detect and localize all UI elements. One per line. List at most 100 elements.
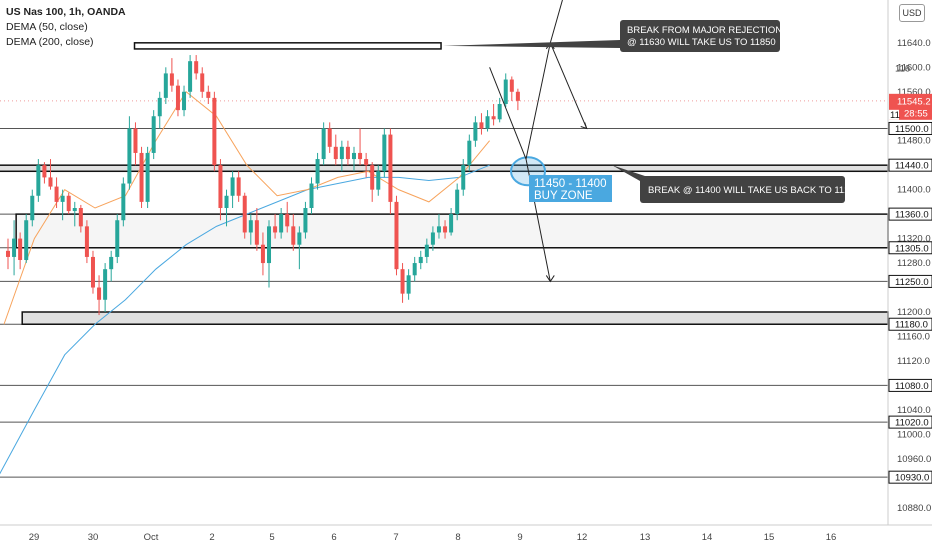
candle-body xyxy=(66,195,71,212)
candle-body xyxy=(182,91,187,111)
candle-body xyxy=(200,73,205,92)
candle-body xyxy=(436,226,441,233)
dema50-legend: DEMA (50, close) xyxy=(6,21,88,33)
candle-body xyxy=(218,165,223,208)
x-tick-label: 14 xyxy=(702,532,713,543)
candle-body xyxy=(151,116,156,153)
candle-body xyxy=(224,195,229,208)
candle-body xyxy=(315,159,320,184)
candle-body xyxy=(400,269,405,294)
candle-body xyxy=(78,208,83,227)
callout-pointer xyxy=(443,40,620,48)
candle-body xyxy=(418,256,423,264)
candle-body xyxy=(297,232,302,245)
candle-body xyxy=(497,104,502,120)
candle-body xyxy=(339,146,344,160)
callout-text: BREAK @ 11400 WILL TAKE US BACK TO 11250 xyxy=(648,185,860,196)
candle-body xyxy=(248,220,253,233)
candle-body xyxy=(345,146,350,160)
y-tick-label: 11480.0 xyxy=(897,136,931,147)
candle-body xyxy=(163,73,168,98)
x-tick-label: 2 xyxy=(209,532,214,543)
dema200-line xyxy=(0,164,490,475)
y-tick-label: 11200.0 xyxy=(897,307,931,318)
level-label-box xyxy=(888,317,932,331)
candle-body xyxy=(430,232,435,245)
candle-body xyxy=(303,208,308,233)
x-tick-label: 5 xyxy=(269,532,274,543)
candle-body xyxy=(36,165,41,196)
candle-body xyxy=(491,116,496,120)
level-label-box xyxy=(888,241,932,255)
candle-body xyxy=(30,195,35,221)
level-label-box xyxy=(888,207,932,221)
y-tick-label: 10880.0 xyxy=(897,503,931,514)
candle-body xyxy=(515,91,520,101)
candle-body xyxy=(509,79,514,92)
candle-body xyxy=(121,183,126,221)
countdown-label: 28:55 xyxy=(904,108,928,119)
candle-body xyxy=(206,91,211,98)
level-label: 11305.0 xyxy=(895,243,929,254)
candle-body xyxy=(358,152,363,160)
candle-body xyxy=(84,226,89,257)
candle-body xyxy=(503,79,508,104)
level-label: 11250.0 xyxy=(895,277,929,288)
dema50-line xyxy=(3,91,490,325)
candle-body xyxy=(443,226,448,233)
level-label: 11180.0 xyxy=(895,320,928,331)
candle-body xyxy=(267,226,272,264)
y-tick-label: 11040.0 xyxy=(897,405,931,416)
candle-body xyxy=(321,128,326,160)
candle-body xyxy=(6,250,10,257)
candle-body xyxy=(42,165,47,178)
candle-body xyxy=(449,214,454,233)
level-label-box xyxy=(888,158,932,172)
candle-body xyxy=(145,152,150,202)
x-tick-label: 8 xyxy=(455,532,460,543)
x-tick-label: 12 xyxy=(577,532,588,543)
candle-body xyxy=(370,165,375,190)
callout-text: BREAK FROM MAJOR REJECTION xyxy=(627,25,782,36)
candle-body xyxy=(479,122,484,129)
candle-body xyxy=(467,140,472,166)
candle-body xyxy=(351,152,356,160)
y-tick-label: 10960.0 xyxy=(897,454,931,465)
x-tick-label: 15 xyxy=(764,532,775,543)
candle-body xyxy=(242,195,247,233)
level-label: 11080.0 xyxy=(895,381,929,392)
candle-body xyxy=(194,61,199,74)
y-tick-label: 11160.0 xyxy=(897,331,930,342)
candle-body xyxy=(285,214,290,227)
y-tick-label: 11600.0 xyxy=(897,62,931,73)
buy-zone-label-box xyxy=(529,175,612,202)
last-price-label: 11545.2 xyxy=(897,96,931,107)
candle-body xyxy=(279,214,284,233)
level-label: 10930.0 xyxy=(895,473,929,484)
candle-body xyxy=(139,152,144,202)
dema200-legend: DEMA (200, close) xyxy=(6,36,94,48)
candle-body xyxy=(133,128,138,153)
x-tick-label: 13 xyxy=(640,532,651,543)
candle-body xyxy=(382,134,387,172)
currency-button[interactable]: USD xyxy=(899,4,925,22)
candle-body xyxy=(260,244,265,264)
y-tick-label: 11320.0 xyxy=(897,234,931,245)
level-label-box xyxy=(888,415,932,429)
level-label-box xyxy=(888,378,932,392)
partial-label-box xyxy=(889,109,899,120)
level-label-box xyxy=(888,274,932,288)
projection-line xyxy=(549,42,588,129)
candle-body xyxy=(333,146,338,160)
candle-body xyxy=(60,195,65,202)
y-tick-label: 11400.0 xyxy=(897,185,931,196)
candle-body xyxy=(72,208,77,212)
level-label: 11500.0 xyxy=(895,124,929,135)
candle-body xyxy=(24,220,29,260)
candle-body xyxy=(455,189,460,215)
candle-body xyxy=(291,226,296,245)
x-tick-label: 30 xyxy=(88,532,99,543)
x-tick-label: 29 xyxy=(29,532,40,543)
